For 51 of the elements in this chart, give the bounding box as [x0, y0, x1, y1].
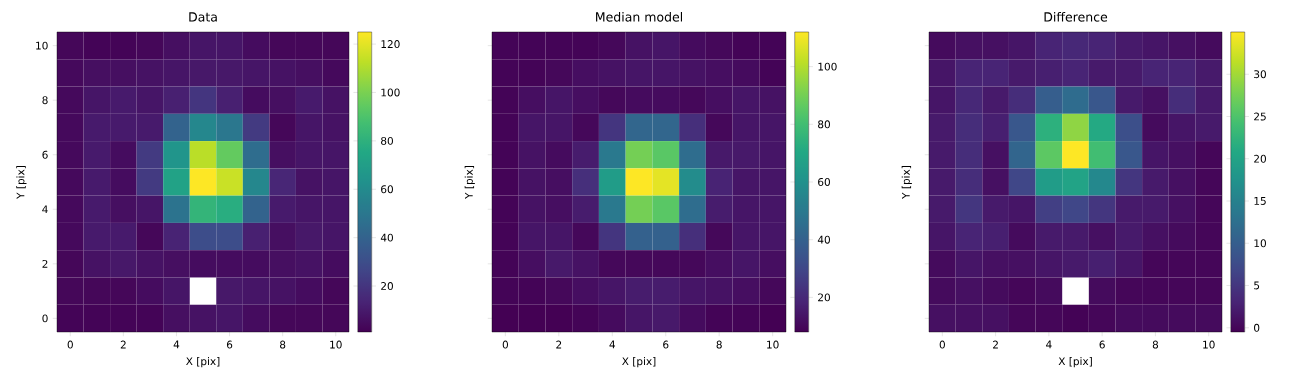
- y-tick-label: 10: [36, 41, 48, 50]
- x-axis-title: X [pix]: [622, 357, 656, 368]
- x-tick-label: 10: [767, 340, 779, 349]
- color-bar-label: 60: [381, 185, 393, 194]
- color-bar-label: 120: [381, 40, 400, 49]
- x-tick-label: 2: [556, 340, 562, 349]
- color-bar-label: 0: [1254, 323, 1260, 332]
- x-tick-label: 6: [226, 340, 233, 349]
- color-bar-label: 20: [818, 293, 830, 302]
- color-bar-label: 10: [1254, 239, 1266, 248]
- y-axis-title: Y [pix]: [464, 166, 475, 199]
- color-bar-label: 100: [818, 62, 837, 71]
- x-tick-label: 8: [280, 340, 286, 349]
- x-axis-title: X [pix]: [186, 357, 220, 368]
- color-bar-label: 80: [818, 120, 830, 129]
- x-tick-label: 6: [1099, 340, 1105, 349]
- color-bar-label: 100: [381, 88, 400, 97]
- x-tick-label: 10: [1203, 340, 1215, 349]
- chart-title: Data: [189, 12, 217, 22]
- y-axis-title: Y [pix]: [16, 166, 27, 199]
- color-bar-label: 15: [1254, 197, 1266, 205]
- x-tick-label: 0: [67, 340, 73, 349]
- y-tick-label: 6: [42, 150, 48, 159]
- x-tick-label: 2: [993, 340, 998, 349]
- color-bar-label: 5: [1254, 281, 1260, 290]
- x-tick-label: 10: [330, 340, 342, 349]
- color-bar-label: 30: [1254, 70, 1266, 79]
- x-tick-label: 8: [716, 340, 722, 349]
- color-bar-label: 80: [381, 136, 393, 145]
- y-axis-title: Y [pix]: [901, 166, 912, 199]
- x-tick-label: 4: [1046, 340, 1052, 349]
- x-tick-label: 4: [173, 340, 180, 349]
- y-tick-label: 0: [42, 314, 48, 323]
- x-tick-label: 2: [120, 340, 126, 349]
- chart-title: Difference: [1044, 11, 1108, 22]
- color-bar-label: 40: [817, 235, 830, 244]
- x-tick-label: 8: [1152, 340, 1159, 349]
- color-bar-label: 60: [818, 178, 830, 186]
- x-tick-label: 4: [609, 340, 616, 349]
- y-tick-label: 8: [42, 96, 48, 105]
- y-tick-label: 2: [42, 259, 48, 268]
- color-bar-label: 20: [381, 282, 393, 291]
- color-bar-label: 25: [1254, 112, 1266, 121]
- color-bar-label: 20: [1254, 154, 1266, 163]
- x-tick-label: 0: [502, 340, 509, 349]
- chart-title: Median model: [596, 11, 683, 22]
- x-tick-label: 0: [939, 340, 945, 349]
- y-tick-label: 4: [42, 205, 48, 214]
- x-axis-title: X [pix]: [1058, 357, 1092, 368]
- color-bar-label: 40: [380, 233, 393, 242]
- x-tick-label: 6: [663, 340, 669, 349]
